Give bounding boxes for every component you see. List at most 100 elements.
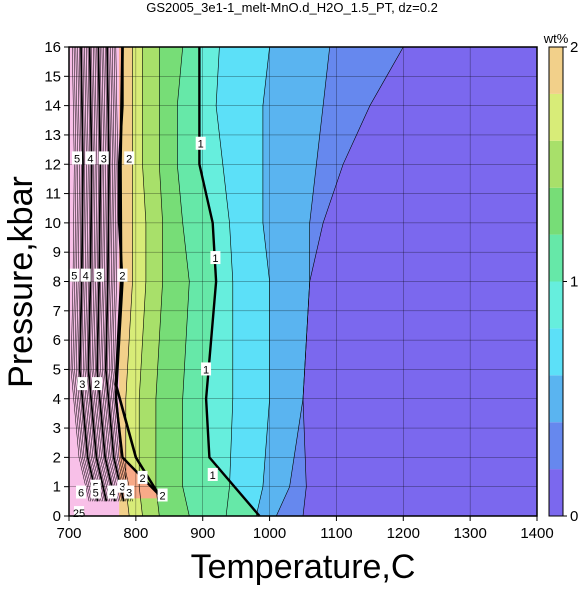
- y-axis-title: Pressure,kbar: [2, 176, 40, 388]
- contour-label-bg-12: [117, 479, 128, 493]
- y-tick-label: 12: [44, 156, 61, 173]
- contour-high-20: [104, 46, 125, 502]
- axes: 700 800 900 1000 1100 1200 1300 140001234567891…: [44, 39, 553, 542]
- contour-high-13: [93, 46, 112, 502]
- contour-label: 3: [101, 153, 107, 165]
- contour-label-bg-7: [137, 470, 148, 484]
- contour-high-5: [78, 46, 99, 502]
- y-tick-label: 4: [53, 391, 61, 408]
- contour-label: 2: [160, 490, 166, 502]
- contour-label-bg-0: [195, 136, 206, 150]
- x-tick-label: 900: [190, 525, 215, 542]
- contour-high-15: [96, 46, 116, 502]
- colorbar-band-8: [549, 93, 563, 141]
- colorbar: 0 1 2: [548, 39, 578, 525]
- y-tick-label: 6: [53, 332, 61, 349]
- colorbar-tick-label: 2: [570, 39, 578, 56]
- contour-high-21: [107, 46, 126, 502]
- contour-label-bg-3: [207, 467, 218, 481]
- x-tick-label: 700: [56, 525, 81, 542]
- contour-high-25: [114, 46, 133, 502]
- contour-label-bg-10: [94, 268, 105, 282]
- contour-high-22: [108, 46, 128, 502]
- contour-label-bg-13: [124, 485, 135, 499]
- contour-high-4: [77, 46, 97, 502]
- y-tick-label: 15: [44, 68, 61, 85]
- contour-label: 3: [79, 379, 85, 391]
- colorbar-band-3: [549, 328, 563, 376]
- x-tick-label: 1200: [387, 525, 420, 542]
- contour-label-bg-14: [85, 151, 96, 165]
- contour-high-14: [95, 46, 114, 502]
- colorbar-band-1: [549, 422, 563, 470]
- contour-high-12: [91, 46, 111, 502]
- colorbar-band-4: [549, 281, 563, 329]
- contour-label-bg-8: [157, 488, 168, 502]
- y-tick-label: 8: [53, 274, 61, 291]
- contour-label: 2: [139, 473, 145, 485]
- y-tick-label: 9: [53, 244, 61, 261]
- contour-label: 4: [87, 153, 93, 165]
- colorbar-band-6: [549, 187, 563, 235]
- colorbar-band-0: [549, 469, 563, 516]
- contour-high-10: [87, 46, 108, 502]
- contour-high-1: [72, 46, 92, 502]
- contour-high-6: [81, 46, 100, 502]
- contour-high-23: [110, 46, 130, 502]
- y-tick-label: 1: [53, 479, 61, 496]
- contour-label-bg-21: [76, 485, 87, 499]
- contour-label: 25: [73, 508, 85, 520]
- contour-label: 4: [83, 271, 89, 283]
- contour-label: 1: [198, 139, 204, 151]
- y-tick-label: 11: [45, 186, 61, 203]
- contour-label-bg-20: [90, 485, 101, 499]
- contour-label: 1: [203, 364, 209, 376]
- x-tick-label: 800: [123, 525, 148, 542]
- y-tick-label: 7: [53, 303, 61, 320]
- contour-high-17: [100, 46, 119, 502]
- y-tick-label: 16: [44, 39, 61, 56]
- contour-label-bg-15: [80, 268, 91, 282]
- contour-label: 1: [212, 253, 218, 265]
- contour-label-bg-18: [69, 268, 80, 282]
- contour-high-9: [86, 46, 105, 502]
- y-tick-label: 10: [44, 215, 61, 232]
- x-axis-title: Temperature,C: [191, 548, 416, 586]
- contour-label-bg-9: [98, 151, 109, 165]
- y-tick-label: 14: [44, 98, 61, 115]
- contour-high-0: [70, 46, 90, 502]
- contour-2-bold: [114, 46, 161, 497]
- colorbar-band-2: [549, 375, 563, 423]
- x-tick-label: 1400: [520, 525, 553, 542]
- contour-label-bg-2: [201, 362, 212, 376]
- y-tick-label: 2: [53, 449, 61, 466]
- contour-label: 5: [71, 271, 77, 283]
- contour-label: 2: [126, 153, 132, 165]
- contour-label: 3: [119, 482, 125, 494]
- contour-high-2: [74, 46, 93, 502]
- contour-label-bg-5: [117, 268, 128, 282]
- contour-high-24: [112, 46, 132, 502]
- contour-label-bg-1: [210, 251, 221, 265]
- y-tick-label: 13: [44, 127, 61, 144]
- contour-label: 1: [210, 470, 216, 482]
- colorbar-tick-label: 1: [570, 274, 578, 291]
- contour-label: 4: [109, 488, 115, 500]
- contour-label: 6: [78, 488, 84, 500]
- colorbar-label: wt%: [543, 31, 569, 46]
- chart-title: GS2005_3e1-1_melt-MnO.d_H2O_1.5_PT, dz=0…: [146, 0, 438, 15]
- contour-label-bg-17: [72, 151, 83, 165]
- contour-high-7: [82, 46, 102, 502]
- x-tick-label: 1000: [253, 525, 286, 542]
- contour-high-8: [84, 46, 104, 502]
- contour-label-bg-22: [74, 506, 85, 520]
- y-tick-label: 0: [53, 508, 61, 525]
- contour-label: 2: [119, 271, 125, 283]
- colorbar-band-9: [549, 47, 563, 94]
- contour-label-bg-11: [77, 377, 88, 391]
- contour-high-18: [102, 46, 121, 502]
- contour-label-bg-4: [124, 151, 135, 165]
- colorbar-band-7: [549, 140, 563, 188]
